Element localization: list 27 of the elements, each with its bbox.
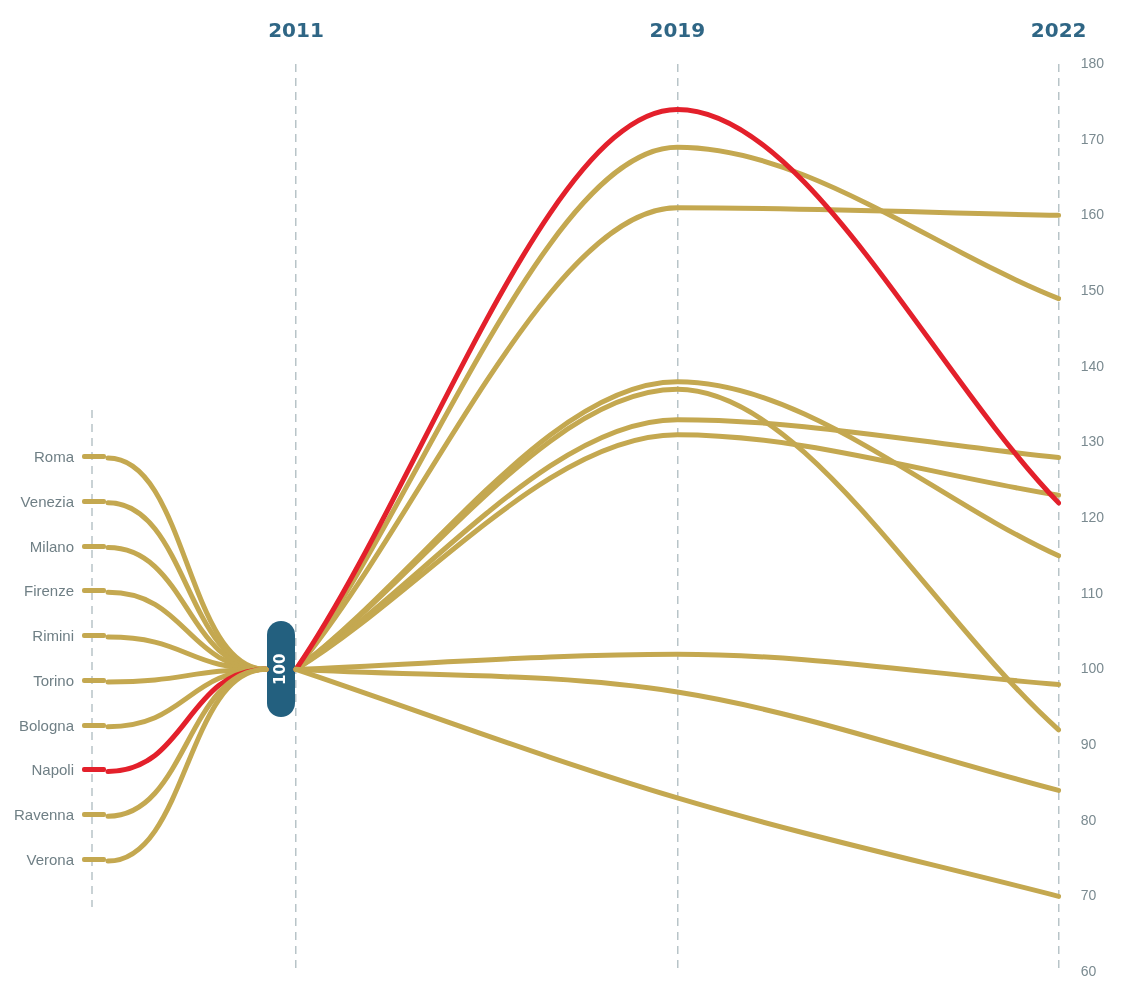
legend-label: Venezia	[20, 492, 74, 510]
x-tick-label: 2011	[268, 18, 324, 43]
legend-label: Napoli	[31, 761, 74, 779]
y-tick-label: 130	[1080, 433, 1105, 450]
y-tick-label: 110	[1080, 584, 1104, 601]
y-tick-label: 80	[1080, 811, 1097, 828]
y-tick-label: 70	[1080, 887, 1097, 904]
annotation: 100	[270, 653, 289, 685]
legend-label: Bologna	[18, 716, 74, 734]
y-tick-label: 160	[1080, 206, 1105, 223]
y-tick-label: 60	[1080, 962, 1097, 979]
legend-label: Roma	[33, 448, 74, 465]
y-tick-label: 150	[1080, 281, 1105, 298]
y-tick-label: 140	[1080, 357, 1105, 374]
legend-label: Verona	[26, 851, 74, 868]
legend-label: Ravenna	[13, 806, 74, 824]
y-tick-label: 100	[1080, 660, 1105, 677]
y-tick-label: 180	[1080, 54, 1105, 71]
legend-label: Milano	[29, 537, 74, 555]
y-tick-label: 170	[1080, 130, 1105, 147]
x-tick-label: 2019	[649, 18, 706, 43]
y-tick-label: 90	[1080, 735, 1097, 752]
legend-label: Firenze	[23, 582, 74, 600]
legend-label: Rimini	[32, 627, 74, 645]
legend-label: Torino	[33, 671, 74, 689]
x-tick-label: 2022	[1030, 18, 1087, 43]
y-tick-label: 120	[1080, 508, 1105, 525]
